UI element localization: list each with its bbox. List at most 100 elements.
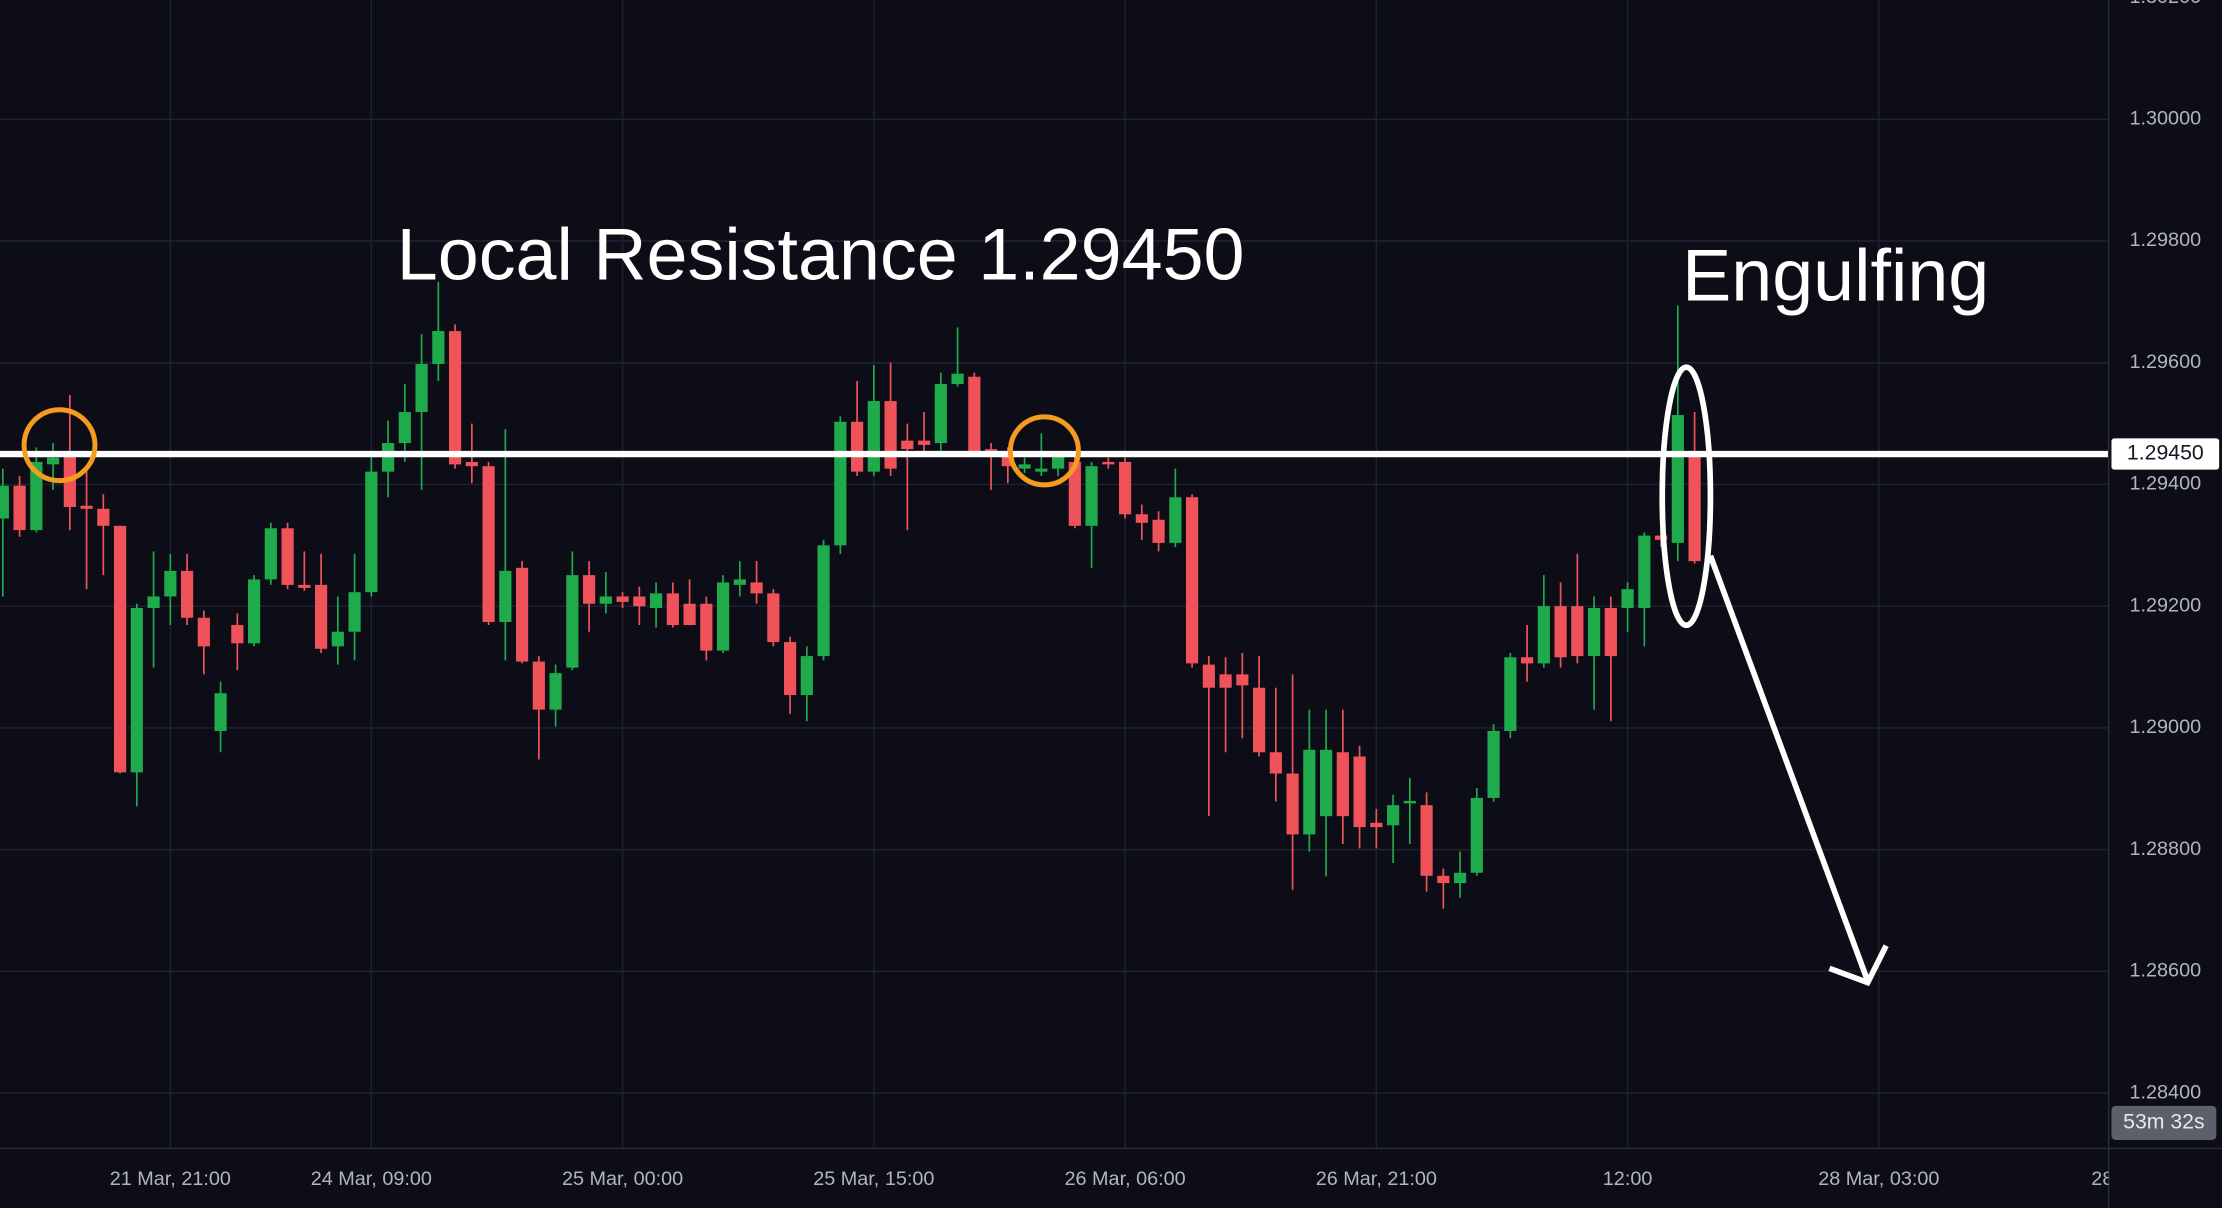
candle-body [901, 440, 914, 450]
candle-body [850, 421, 864, 472]
y-tick-label: 1.29400 [2129, 473, 2201, 495]
candle-body [750, 582, 763, 594]
candle-body [465, 461, 478, 467]
y-axis: 1.28400 1.28600 1.28800 1.29000 1.29200 1.294… [2111, 0, 2220, 1140]
candle-body [1504, 657, 1517, 731]
overlay: Local Resistance 1.29450 Engulfing [0, 212, 2109, 987]
candle-body [817, 545, 830, 657]
x-tick-label: 28 M [2091, 1168, 2135, 1190]
candle-body [97, 508, 110, 526]
arrow-head [1828, 944, 1889, 987]
candle-body [633, 596, 646, 607]
price-label-box [2111, 438, 2220, 470]
candle-body [1202, 664, 1215, 688]
candle-body [1269, 752, 1282, 774]
candle-body [46, 457, 60, 465]
candle-body [1319, 749, 1333, 817]
candle-body [1252, 687, 1266, 753]
candle-body [1487, 730, 1500, 798]
candle-body [800, 656, 813, 696]
candle-body [1437, 875, 1450, 884]
y-tick-label: 1.28800 [2129, 838, 2201, 860]
candle-body [1102, 461, 1115, 465]
candle-body [566, 575, 579, 668]
candle-body [733, 579, 746, 585]
candle-body [1671, 415, 1684, 543]
candle-body [1554, 606, 1567, 658]
candle-body [700, 603, 713, 651]
y-tick-label: 1.30000 [2129, 108, 2201, 130]
candle-body [348, 592, 361, 632]
highlight-ellipse [1659, 364, 1714, 629]
candle-body [549, 673, 562, 710]
candle-body [1286, 773, 1299, 835]
candle-body [164, 570, 177, 597]
candle-body [783, 642, 797, 696]
x-tick-label: 25 Mar, 15:00 [813, 1168, 934, 1190]
candle-body [532, 661, 545, 710]
candle-body [649, 593, 663, 609]
candle-body [1219, 674, 1232, 688]
candle-body [1621, 589, 1634, 609]
candle-body [214, 693, 227, 731]
candle-body [130, 608, 143, 773]
candle-body [834, 421, 847, 546]
candle-body [381, 443, 395, 472]
candle-body [1185, 497, 1199, 664]
candle-body [1403, 800, 1416, 804]
candle-body [582, 575, 596, 604]
candle-body [432, 331, 445, 364]
arrow [1707, 554, 1871, 983]
x-tick-label: 26 Mar, 06:00 [1064, 1168, 1185, 1190]
candle-body [1303, 749, 1316, 835]
x-tick-label: 25 Mar, 00:00 [562, 1168, 683, 1190]
y-tick-label: 1.29200 [2129, 594, 2201, 616]
countdown-box [2111, 1105, 2217, 1140]
x-tick-label: 12:00 [1603, 1168, 1653, 1190]
candle-body [683, 603, 696, 626]
candle-body [951, 373, 964, 385]
y-tick-label: 1.30200 [2129, 0, 2201, 8]
candle-body [1638, 535, 1651, 609]
candle-body [1068, 461, 1081, 526]
x-tick-label: 21 Mar, 21:00 [110, 1168, 231, 1190]
candle-body [197, 617, 210, 647]
candle-body [499, 570, 512, 623]
candle-body [515, 567, 529, 662]
candle-body [1169, 497, 1182, 543]
highlight-circle [1007, 414, 1081, 488]
candle-body [1571, 606, 1584, 657]
candle-body [1537, 606, 1550, 664]
candle-body [314, 584, 328, 649]
candle-body [1051, 454, 1065, 469]
candle-body [365, 471, 378, 593]
y-tick-label: 1.29800 [2129, 229, 2201, 251]
candle-body [968, 376, 981, 452]
candle-body [147, 596, 160, 609]
candle-body [247, 579, 261, 644]
candle-body [867, 401, 880, 472]
price-label: 1.29450 [2127, 441, 2204, 465]
candle-body [1386, 805, 1400, 826]
candle-body [1370, 822, 1383, 828]
countdown: 53m 32s [2123, 1110, 2204, 1134]
candle-body [13, 485, 26, 531]
candle-body [264, 528, 277, 580]
candle-body [1420, 805, 1433, 876]
candle-body [448, 331, 462, 465]
y-tick-label: 1.29000 [2129, 716, 2201, 738]
candle-body [1085, 466, 1098, 526]
annotation: Local Resistance 1.29450 [397, 212, 1245, 295]
candles [0, 281, 1701, 909]
candle-body [1520, 657, 1534, 664]
highlight-circle [21, 407, 98, 484]
candle-body [917, 440, 931, 445]
x-tick-label: 24 Mar, 09:00 [311, 1168, 432, 1190]
candle-body [1035, 468, 1048, 472]
y-tick-label: 1.29600 [2129, 351, 2201, 373]
candle-body [1470, 797, 1483, 873]
candle-body [884, 401, 897, 469]
candle-body [1135, 514, 1148, 523]
